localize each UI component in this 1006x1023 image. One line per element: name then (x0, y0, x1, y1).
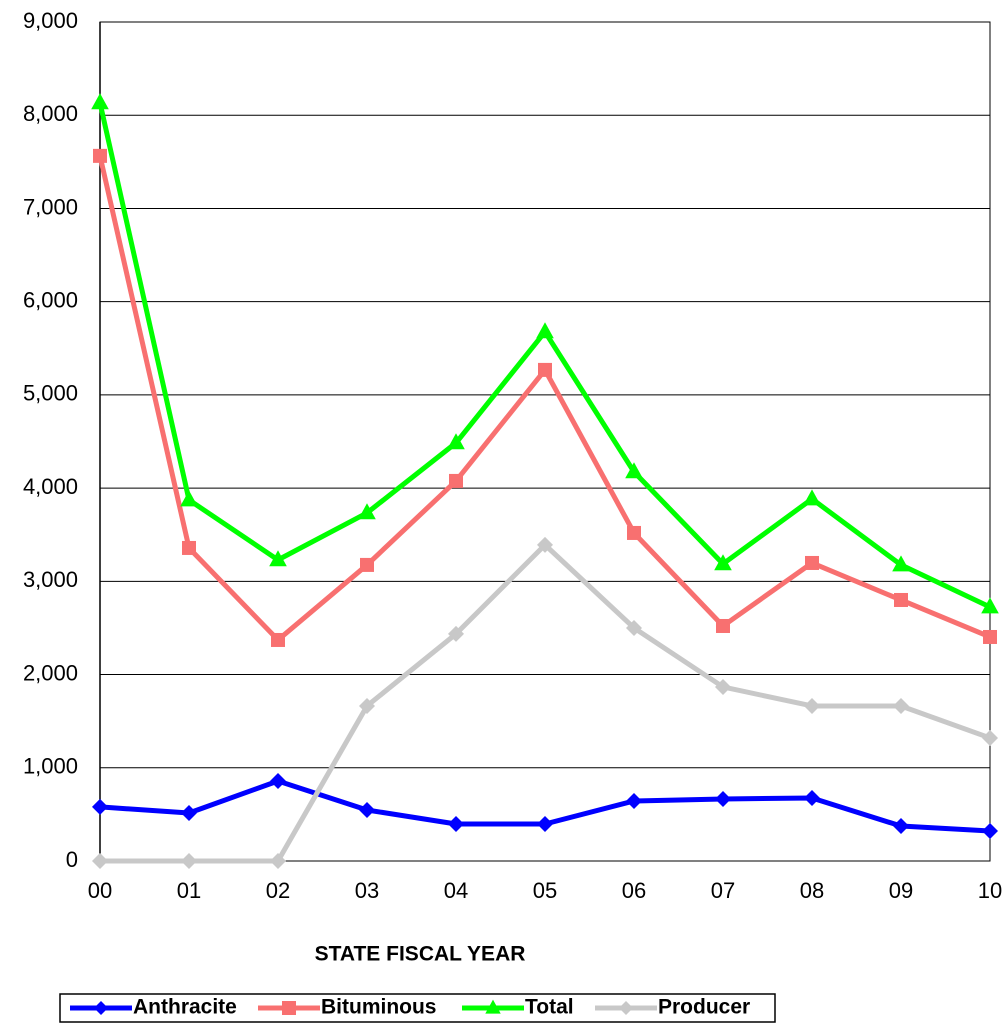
data-point (715, 678, 731, 695)
data-point (181, 853, 197, 869)
data-point (538, 362, 552, 377)
x-tick-label: 08 (800, 878, 824, 903)
data-point (715, 791, 731, 808)
data-point (270, 773, 286, 790)
data-point (626, 792, 642, 809)
x-tick-label: 02 (266, 878, 290, 903)
data-point (447, 433, 465, 450)
data-point (448, 815, 464, 832)
data-point (982, 822, 998, 839)
legend-marker (282, 1001, 296, 1015)
y-tick-label: 4,000 (23, 474, 78, 499)
x-tick-label: 00 (88, 878, 112, 903)
data-point (92, 798, 108, 815)
data-point (359, 802, 375, 819)
y-tick-label: 6,000 (23, 287, 78, 312)
data-point (893, 697, 909, 714)
series-line (97, 102, 992, 610)
y-tick-label: 1,000 (23, 754, 78, 779)
legend-label: Total (525, 996, 574, 1019)
y-tick-label: 3,000 (23, 567, 78, 592)
data-point (894, 592, 908, 607)
y-tick-label: 2,000 (23, 660, 78, 685)
legend-label: Producer (658, 996, 750, 1019)
data-point (716, 618, 730, 633)
legend-label: Bituminous (321, 996, 437, 1019)
data-point (92, 853, 108, 869)
x-tick-label: 05 (533, 878, 557, 903)
data-point (360, 557, 374, 572)
y-tick-label: 5,000 (23, 381, 78, 406)
data-point (182, 540, 196, 555)
data-point (893, 818, 909, 835)
legend-marker (94, 1001, 108, 1015)
data-point (448, 625, 464, 642)
data-point (983, 629, 997, 644)
data-point (449, 473, 463, 488)
x-tick-label: 10 (978, 878, 1002, 903)
x-tick-label: 06 (622, 878, 646, 903)
data-point (892, 555, 910, 572)
legend-label: Anthracite (133, 996, 237, 1019)
x-tick-label: 04 (444, 878, 468, 903)
y-tick-label: 9,000 (23, 8, 78, 33)
data-point (627, 525, 641, 540)
legend-marker (485, 999, 501, 1014)
series-line (97, 155, 991, 643)
x-tick-label: 03 (355, 878, 379, 903)
y-tick-label: 7,000 (23, 194, 78, 219)
data-point (626, 619, 642, 636)
data-point (714, 554, 732, 571)
data-point (537, 536, 553, 553)
x-tick-label: 07 (711, 878, 735, 903)
data-point (93, 148, 107, 163)
x-tick-label: 09 (889, 878, 913, 903)
data-point (625, 462, 643, 479)
data-point (804, 697, 820, 714)
data-point (537, 815, 553, 832)
data-point (803, 489, 821, 506)
plot-frame (99, 21, 991, 862)
x-tick-label: 01 (177, 878, 201, 903)
data-point (804, 789, 820, 806)
data-point (269, 550, 287, 567)
data-point (358, 503, 376, 520)
data-point (270, 853, 286, 869)
data-point (91, 93, 109, 110)
data-point (536, 322, 554, 339)
data-point (181, 804, 197, 821)
x-axis-title: STATE FISCAL YEAR (315, 943, 526, 966)
data-point (805, 555, 819, 570)
legend-marker (619, 1001, 633, 1015)
data-point (359, 697, 375, 714)
y-tick-label: 8,000 (23, 101, 78, 126)
data-point (982, 729, 998, 746)
data-point (180, 490, 198, 507)
data-point (271, 632, 285, 647)
y-tick-label: 0 (66, 847, 78, 872)
data-point (981, 597, 999, 614)
